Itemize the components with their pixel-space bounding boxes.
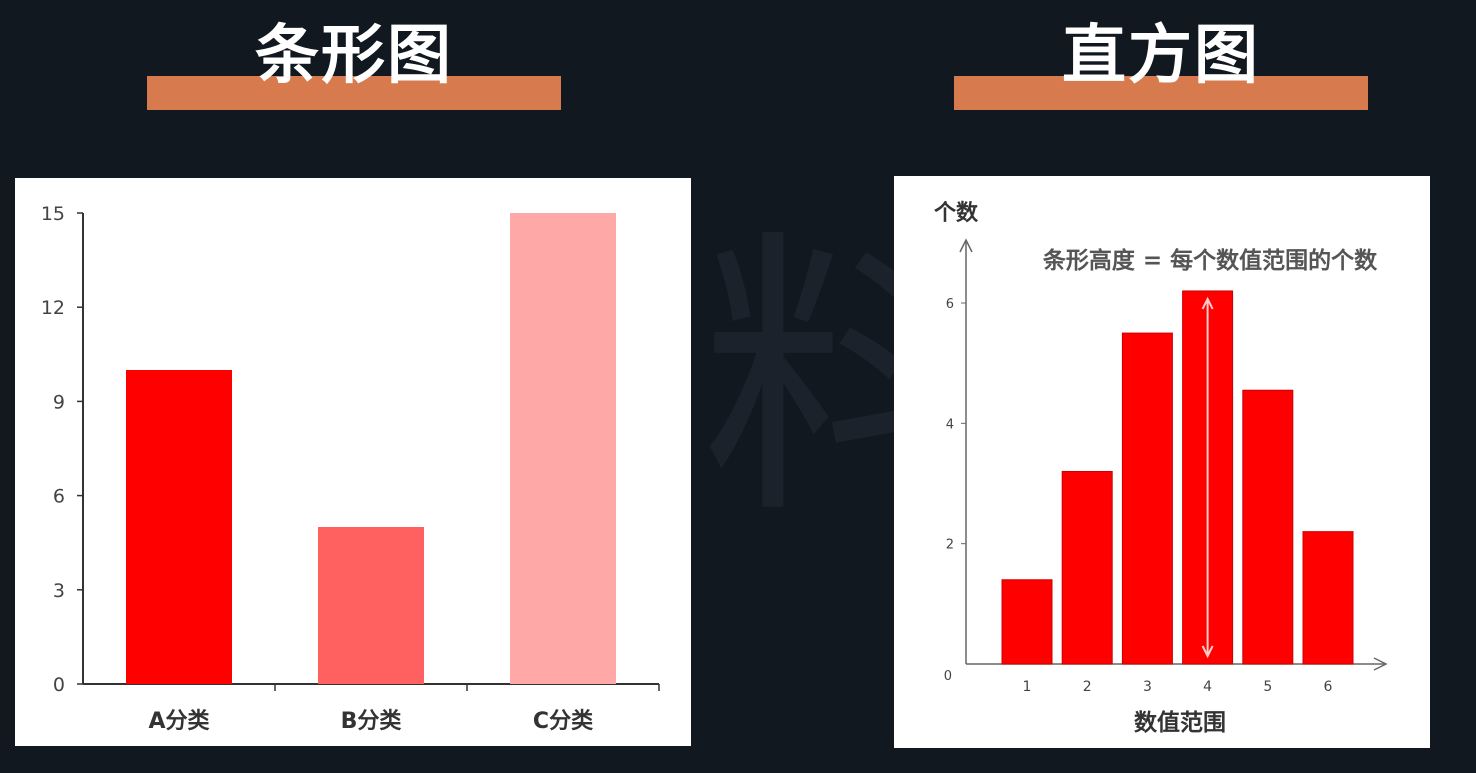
bar-chart-panel: 0 3 6 9 12 15 A分类 B分类 C分类 [15, 178, 691, 746]
y-tick-label: 4 [946, 417, 954, 432]
bar-chart-title-block: 条形图 [147, 22, 561, 112]
histogram-annotation: 条形高度 = 每个数值范围的个数 [1043, 247, 1378, 274]
height-arrow-head-bottom [1201, 645, 1214, 659]
x-tick-label: 4 [1203, 679, 1212, 695]
histogram-panel: 个数 0 2 4 6 1 2 3 4 5 6 条形高度 = 每个数值范围的个数数值范围 [894, 176, 1430, 748]
y-tick-label: 0 [53, 674, 65, 696]
y-axis-arrow [959, 238, 973, 253]
y-tick-label: 15 [41, 203, 65, 225]
x-tick-label: 2 [1083, 679, 1092, 695]
x-tick-label: C分类 [533, 709, 594, 734]
x-tick-label: 5 [1263, 679, 1272, 695]
bar-chart: 0 3 6 9 12 15 A分类 B分类 C分类 [41, 203, 660, 734]
y-tick-label: 0 [944, 669, 952, 684]
y-tick-label: 9 [53, 391, 65, 413]
x-axis-arrow [1373, 657, 1388, 671]
height-arrow-head-top [1201, 296, 1214, 310]
y-tick-label: 2 [946, 538, 954, 553]
bar [510, 213, 616, 684]
histogram-title-block: 直方图 [954, 22, 1368, 112]
y-axis-label: 个数 [934, 200, 979, 226]
histogram-bar [1061, 470, 1113, 665]
x-tick-label: 6 [1324, 679, 1333, 695]
bar [318, 527, 424, 684]
histogram-bar [1302, 531, 1354, 665]
bar [126, 370, 232, 684]
x-tick-label: A分类 [148, 709, 210, 734]
x-tick-label: 3 [1143, 679, 1152, 695]
y-tick-label: 6 [946, 297, 954, 312]
histogram-title-underline [954, 76, 1368, 110]
x-tick-label: B分类 [341, 709, 403, 734]
x-tick-label: 1 [1023, 679, 1032, 695]
histogram-bar [1121, 332, 1173, 665]
bar-chart-title-underline [147, 76, 561, 110]
y-tick-label: 3 [53, 580, 65, 602]
y-tick-label: 12 [41, 297, 65, 319]
y-tick-label: 6 [53, 486, 65, 508]
x-axis-label: 数值范围 [1134, 709, 1226, 736]
bar-chart-title: 条形图 [255, 19, 453, 93]
histogram-bar [1242, 389, 1294, 665]
histogram-bar [1001, 579, 1053, 665]
histogram-title: 直方图 [1062, 19, 1260, 93]
